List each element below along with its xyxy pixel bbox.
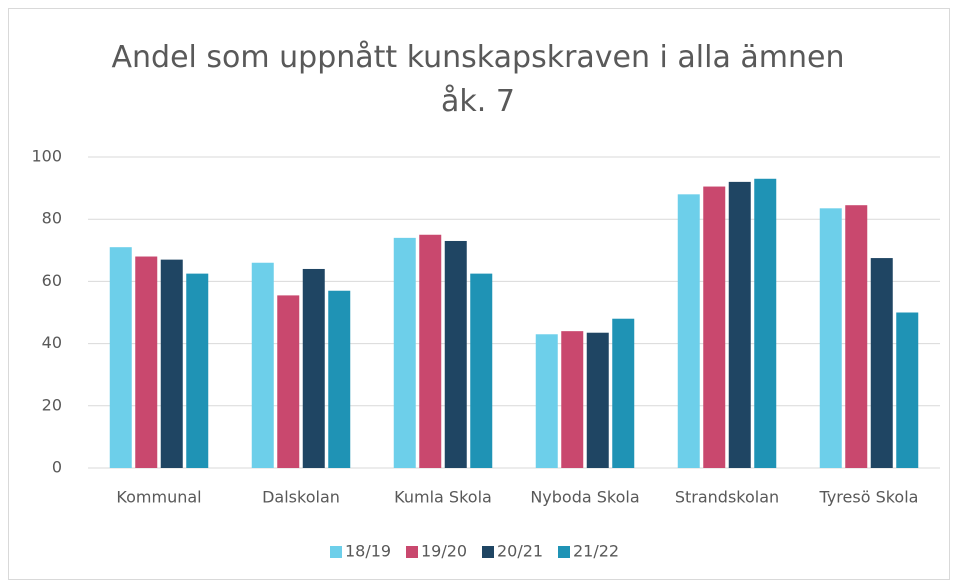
bar [328,290,351,468]
bar [561,331,584,468]
x-tick-label: Nyboda Skola [530,488,639,507]
bar [728,181,751,468]
chart-border [8,8,950,580]
y-tick-label: 40 [42,333,62,352]
legend-label: 19/20 [421,542,467,561]
bar [393,237,416,468]
bar [419,234,442,468]
chart-title: Andel som uppnått kunskapskraven i alla … [111,40,845,119]
x-tick-label: Tyresö Skola [819,488,919,507]
x-tick-label: Kumla Skola [394,488,492,507]
bar [277,295,300,468]
bar [302,268,325,468]
bar [109,247,132,468]
legend-label: 21/22 [573,542,619,561]
legend-swatch [558,546,570,558]
bar [135,256,158,468]
bar [754,178,777,468]
legend-label: 18/19 [345,542,391,561]
bar [444,240,467,468]
bar [160,259,183,468]
x-tick-label: Kommunal [116,488,201,507]
legend-swatch [482,546,494,558]
bar [535,334,558,468]
bar [870,258,893,468]
bar [586,332,609,468]
legend-label: 20/21 [497,542,543,561]
bar [819,208,842,468]
y-tick-label: 80 [42,209,62,228]
bar [677,194,700,468]
bar [251,262,274,468]
x-tick-label: Dalskolan [262,488,340,507]
y-tick-label: 60 [42,271,62,290]
bar [186,273,209,468]
bar [896,312,919,468]
bar [470,273,493,468]
y-tick-label: 20 [42,395,62,414]
legend-swatch [330,546,342,558]
bar [845,205,868,468]
legend-swatch [406,546,418,558]
y-tick-label: 100 [31,147,62,166]
bar [703,186,726,469]
x-tick-label: Strandskolan [675,488,779,507]
bar [612,318,635,468]
y-tick-label: 0 [52,458,62,477]
